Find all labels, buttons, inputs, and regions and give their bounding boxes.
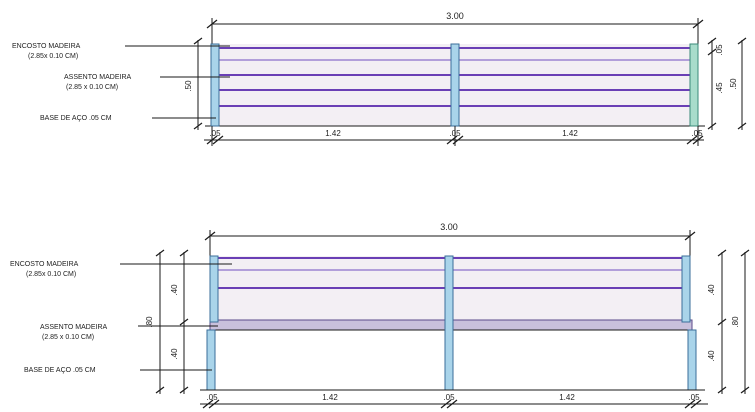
svg-text:ENCOSTO MADEIRA: ENCOSTO MADEIRA [12,43,81,50]
bottom-post-left-lower [206,329,216,391]
svg-text:(2.85x 0.10 CM): (2.85x 0.10 CM) [28,53,78,60]
svg-text:.50: .50 [729,78,738,90]
svg-text:ASSENTO MADEIRA: ASSENTO MADEIRA [40,324,107,331]
svg-text:.05: .05 [449,129,461,138]
svg-text:1.42: 1.42 [322,393,338,402]
svg-text:.45: .45 [715,82,724,94]
svg-text:.40: .40 [170,284,179,296]
elevation-bottom: 3.00 ENCOSTO MADEIRA (2.85x 0.10 CM) ASS… [10,222,750,409]
bottom-dim-overall: 3.00 [204,222,696,256]
svg-text:BASE DE AÇO .05 CM: BASE DE AÇO .05 CM [24,367,96,374]
bottom-dim-chain: .05 1.42 .05 1.42 .05 [200,393,708,409]
svg-text:ASSENTO MADEIRA: ASSENTO MADEIRA [64,74,131,81]
top-dim-overall-text: 3.00 [446,11,464,21]
svg-text:.80: .80 [145,316,154,328]
elevation-top: 3.00 ENCOSTO MADEIRA (2.85x 0.10 CM) ASS… [12,11,747,146]
svg-text:1.42: 1.42 [562,129,578,138]
top-label-base: BASE DE AÇO .05 CM [40,115,216,122]
bottom-dim-left: .40 .40 .80 [145,249,189,394]
bottom-post-right-lower [687,329,697,391]
svg-text:1.42: 1.42 [559,393,575,402]
svg-text:(2.85 x 0.10 CM): (2.85 x 0.10 CM) [42,334,94,341]
svg-text:.40: .40 [170,348,179,360]
bottom-post-left-upper [209,255,219,323]
bottom-dim-overall-text: 3.00 [440,222,458,232]
svg-text:.40: .40 [707,284,716,296]
top-post-mid [450,43,460,127]
svg-text:.50: .50 [184,80,193,92]
svg-text:.80: .80 [731,316,740,328]
bottom-dim-right: .40 .40 .80 [707,249,750,394]
svg-text:1.42: 1.42 [325,129,341,138]
top-label-encosto: ENCOSTO MADEIRA (2.85x 0.10 CM) [12,43,230,60]
bottom-label-encosto: ENCOSTO MADEIRA (2.85x 0.10 CM) [10,261,232,278]
svg-text:.05: .05 [691,129,703,138]
top-dim-right: .05 .45 .50 [707,37,747,130]
svg-text:.05: .05 [206,393,218,402]
bottom-post-right-upper [681,255,691,323]
bottom-label-base: BASE DE AÇO .05 CM [24,367,212,374]
svg-text:BASE DE AÇO .05 CM: BASE DE AÇO .05 CM [40,115,112,122]
svg-text:(2.85 x 0.10 CM): (2.85 x 0.10 CM) [66,84,118,91]
top-label-assento: ASSENTO MADEIRA (2.85 x 0.10 CM) [64,74,230,91]
bottom-label-assento: ASSENTO MADEIRA (2.85 x 0.10 CM) [40,324,218,341]
svg-text:.05: .05 [443,393,455,402]
svg-text:.05: .05 [715,44,724,56]
top-post-left [210,43,220,127]
top-post-right [689,43,699,127]
top-dim-left-height: .50 [184,37,203,130]
svg-text:.40: .40 [707,350,716,362]
top-dim-chain: .05 1.42 .05 1.42 .05 [204,126,704,146]
top-dim-overall: 3.00 [206,11,704,44]
svg-text:.05: .05 [688,393,700,402]
svg-text:.05: .05 [209,129,221,138]
bottom-post-mid [444,255,454,391]
svg-text:ENCOSTO MADEIRA: ENCOSTO MADEIRA [10,261,79,268]
svg-text:(2.85x 0.10 CM): (2.85x 0.10 CM) [26,271,76,278]
